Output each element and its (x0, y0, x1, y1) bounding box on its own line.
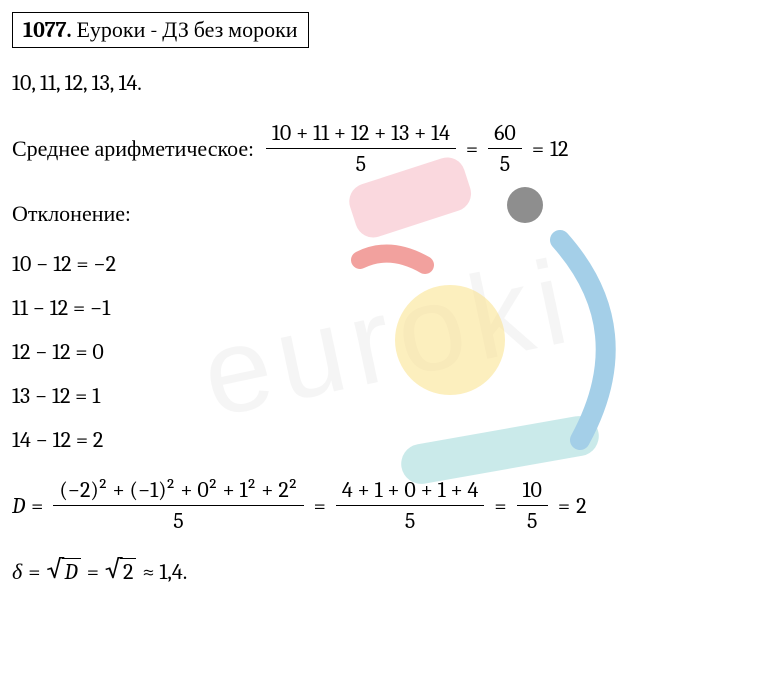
equals-8: = (87, 559, 99, 585)
variance-mid-den: 5 (399, 506, 421, 534)
variance-line: D = (−2)² + (−1)² + 0² + 1² + 2² 5 = 4 +… (12, 477, 763, 534)
equals-3: = (31, 493, 43, 519)
stddev-line: δ = √ D = √ 2 ≈ 1,4. (12, 558, 763, 585)
variance-var: D (12, 493, 25, 519)
mean-fraction-2: 60 5 (488, 120, 522, 177)
sqrt-d-body: D (62, 558, 81, 585)
problem-number: 1077. (23, 17, 72, 43)
variance-denominator: 5 (167, 506, 189, 534)
equals-2: = (532, 136, 544, 162)
sqrt-2: √ 2 (105, 558, 136, 585)
variance-fraction-3: 10 5 (517, 477, 548, 534)
variance-numerator: (−2)² + (−1)² + 0² + 1² + 2² (53, 477, 303, 506)
mean-sum-num: 60 (488, 120, 522, 149)
sqrt-2-body: 2 (120, 558, 136, 585)
equals-5: = (494, 493, 506, 519)
variance-fraction-1: (−2)² + (−1)² + 0² + 1² + 2² 5 (53, 477, 303, 534)
mean-denominator: 5 (350, 149, 372, 177)
deviation-row-2: 12 − 12 = 0 (12, 339, 763, 365)
variance-mid-num: 4 + 1 + 0 + 1 + 4 (336, 477, 484, 506)
deviation-label: Отклонение: (12, 201, 763, 227)
deviation-row-4: 14 − 12 = 2 (12, 427, 763, 453)
document-content: 1077. Еуроки - ДЗ без мороки 10, 11, 12,… (12, 12, 763, 585)
problem-title: Еуроки - ДЗ без мороки (76, 17, 297, 43)
variance-fin-den: 5 (521, 506, 543, 534)
deviation-row-0: 10 − 12 = −2 (12, 251, 763, 277)
equals-7: = (28, 559, 40, 585)
deviation-row-3: 13 − 12 = 1 (12, 383, 763, 409)
variance-fraction-2: 4 + 1 + 0 + 1 + 4 5 (336, 477, 484, 534)
sqrt-d: √ D (46, 558, 80, 585)
mean-numerator: 10 + 11 + 12 + 13 + 14 (266, 120, 456, 149)
data-list: 10, 11, 12, 13, 14. (12, 70, 763, 96)
mean-line: Среднее арифметическое: 10 + 11 + 12 + 1… (12, 120, 763, 177)
problem-header: 1077. Еуроки - ДЗ без мороки (12, 12, 309, 48)
mean-sum-den: 5 (494, 149, 516, 177)
equals-4: = (314, 493, 326, 519)
stddev-var: δ (12, 559, 22, 585)
variance-fin-num: 10 (517, 477, 548, 506)
variance-result: 2 (576, 493, 586, 519)
deviation-row-1: 11 − 12 = −1 (12, 295, 763, 321)
mean-label: Среднее арифметическое: (12, 136, 254, 162)
mean-result: 12 (550, 136, 568, 162)
equals-1: = (466, 136, 478, 162)
stddev-approx: ≈ 1,4. (142, 559, 187, 585)
mean-fraction-1: 10 + 11 + 12 + 13 + 14 5 (266, 120, 456, 177)
equals-6: = (558, 493, 570, 519)
